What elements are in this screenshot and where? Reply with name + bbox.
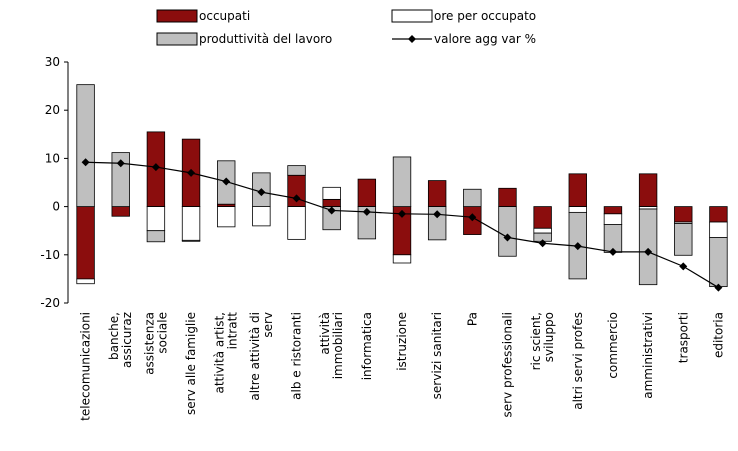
bar: [287, 165, 306, 176]
bar: [568, 206, 587, 213]
bar: [392, 156, 412, 207]
bar: [217, 206, 236, 228]
line-marker: [327, 206, 336, 215]
line-marker: [433, 210, 442, 219]
line-marker: [644, 247, 653, 256]
bar: [498, 187, 517, 207]
bar: [181, 239, 201, 242]
line-marker: [468, 213, 477, 222]
x-tick-label: ric scient,sviluppo: [529, 312, 556, 370]
line-marker: [503, 233, 512, 242]
x-tick-label: servizi sanitari: [430, 312, 444, 399]
line-marker: [116, 159, 125, 168]
bar: [252, 206, 271, 227]
legend-swatch: [156, 9, 198, 23]
y-tick-label: -20: [40, 296, 60, 310]
bar: [287, 206, 306, 240]
bar: [709, 237, 728, 288]
line-marker: [538, 239, 547, 248]
line-marker: [81, 158, 90, 167]
x-tick-label: banche,assicuraz: [107, 312, 134, 368]
line-marker: [573, 242, 582, 251]
bar: [603, 206, 623, 215]
bar: [638, 208, 658, 286]
x-tick-label: serv professionali: [500, 312, 514, 418]
line-marker: [398, 209, 406, 218]
x-tick-label: altri servi profes: [571, 312, 585, 410]
bar: [603, 213, 623, 225]
bar: [533, 206, 552, 229]
line-marker: [362, 207, 371, 216]
bar: [76, 278, 95, 285]
bar: [709, 221, 728, 238]
x-tick-label: informatica: [360, 312, 374, 380]
bar: [322, 186, 341, 200]
line-marker: [222, 177, 231, 186]
y-tick-label: 30: [45, 55, 60, 69]
line-marker: [151, 163, 160, 172]
x-tick-label: istruzione: [395, 312, 409, 371]
bar: [638, 173, 658, 208]
bar: [76, 84, 95, 207]
bar: [146, 230, 166, 243]
bar: [709, 206, 728, 223]
bar: [181, 206, 201, 241]
y-tick-label: -10: [40, 248, 60, 262]
bar: [674, 223, 693, 256]
bar: [427, 180, 447, 208]
legend-label: produttività del lavoro: [199, 32, 332, 46]
legend-label: valore agg var %: [434, 32, 536, 46]
bar: [146, 206, 166, 232]
x-tick-label: telecomunicazioni: [79, 312, 93, 421]
x-tick-label: amministrativi: [641, 312, 655, 399]
legend-label: ore per occupato: [434, 9, 536, 23]
x-tick-label: attività artist,intratt: [213, 312, 240, 394]
bar: [568, 173, 587, 208]
y-tick-label: 10: [45, 151, 60, 165]
bar: [357, 178, 377, 208]
bar: [111, 206, 130, 217]
legend-swatch: [156, 32, 198, 46]
line-marker: [257, 188, 266, 197]
bar: [322, 198, 341, 207]
x-tick-label: trasporti: [676, 312, 690, 363]
line-marker: [292, 194, 301, 203]
bar: [392, 254, 412, 264]
line-marker: [187, 168, 196, 177]
x-tick-label: assistenzasociale: [142, 312, 169, 375]
x-tick-label: altre attività diserv: [248, 312, 275, 401]
line-marker: [608, 247, 617, 256]
bar: [76, 206, 95, 280]
legend-marker: [408, 35, 416, 43]
y-tick-label: 20: [45, 103, 60, 117]
legend-swatch: [391, 9, 433, 23]
bar: [533, 227, 552, 234]
line-marker: [679, 262, 688, 271]
legend-label: occupati: [199, 9, 250, 23]
line-marker: [714, 283, 723, 292]
bar: [357, 206, 377, 240]
bar: [498, 206, 517, 257]
x-tick-label: commercio: [606, 312, 620, 379]
bar: [463, 188, 482, 208]
x-tick-label: attivitàimmobiliari: [318, 312, 345, 379]
bar: [111, 152, 130, 207]
bar: [674, 206, 693, 223]
y-tick-label: 0: [52, 200, 60, 214]
x-tick-label: editoria: [711, 312, 725, 358]
x-tick-label: serv alle famiglie: [184, 312, 198, 415]
x-tick-label: Pa: [465, 312, 479, 326]
x-tick-label: alb e ristoranti: [290, 312, 304, 400]
